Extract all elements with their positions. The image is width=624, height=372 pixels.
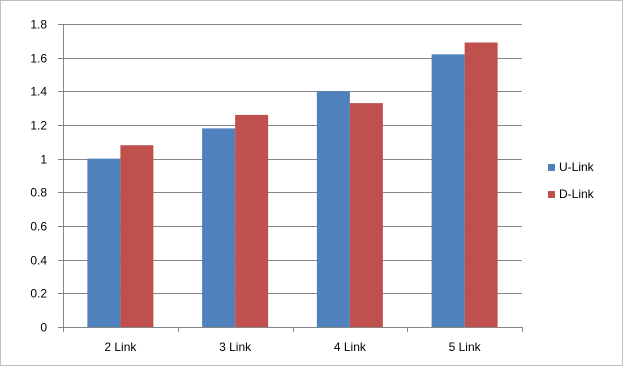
axes <box>58 24 523 332</box>
bar-d-link-3-link <box>235 114 269 328</box>
legend-label: U-Link <box>559 160 595 174</box>
bar-u-link-2-link <box>87 158 121 327</box>
x-tick-label: 2 Link <box>104 340 137 354</box>
x-tick-label: 5 Link <box>449 340 482 354</box>
y-tick-labels: 0 0.2 0.4 0.6 0.8 1 1.2 1.4 1.6 1.8 <box>30 18 47 335</box>
legend: U-Link D-Link <box>548 160 595 201</box>
legend-swatch <box>548 191 555 198</box>
y-tick-label: 1 <box>40 153 47 167</box>
x-tick-label: 4 Link <box>334 340 367 354</box>
bar-d-link-2-link <box>120 145 154 327</box>
bar-u-link-4-link <box>316 91 350 327</box>
legend-swatch <box>548 164 555 171</box>
bar-u-link-3-link <box>202 128 236 327</box>
x-tick-label: 3 Link <box>219 340 252 354</box>
y-tick-label: 0.2 <box>30 287 47 301</box>
y-tick-label: 1.6 <box>30 52 47 66</box>
bar-d-link-5-link <box>464 42 498 328</box>
x-tick-labels: 2 Link 3 Link 4 Link 5 Link <box>104 340 481 354</box>
y-tick-label: 1.4 <box>30 85 47 99</box>
y-tick-label: 1.2 <box>30 119 47 133</box>
y-tick-label: 1.8 <box>30 18 47 32</box>
bars <box>87 42 498 328</box>
y-tick-label: 0.4 <box>30 254 47 268</box>
bar-d-link-4-link <box>349 103 383 327</box>
bar-u-link-5-link <box>431 54 465 328</box>
y-tick-label: 0.6 <box>30 220 47 234</box>
y-tick-label: 0 <box>40 321 47 335</box>
y-tick-label: 0.8 <box>30 186 47 200</box>
legend-label: D-Link <box>559 187 595 201</box>
